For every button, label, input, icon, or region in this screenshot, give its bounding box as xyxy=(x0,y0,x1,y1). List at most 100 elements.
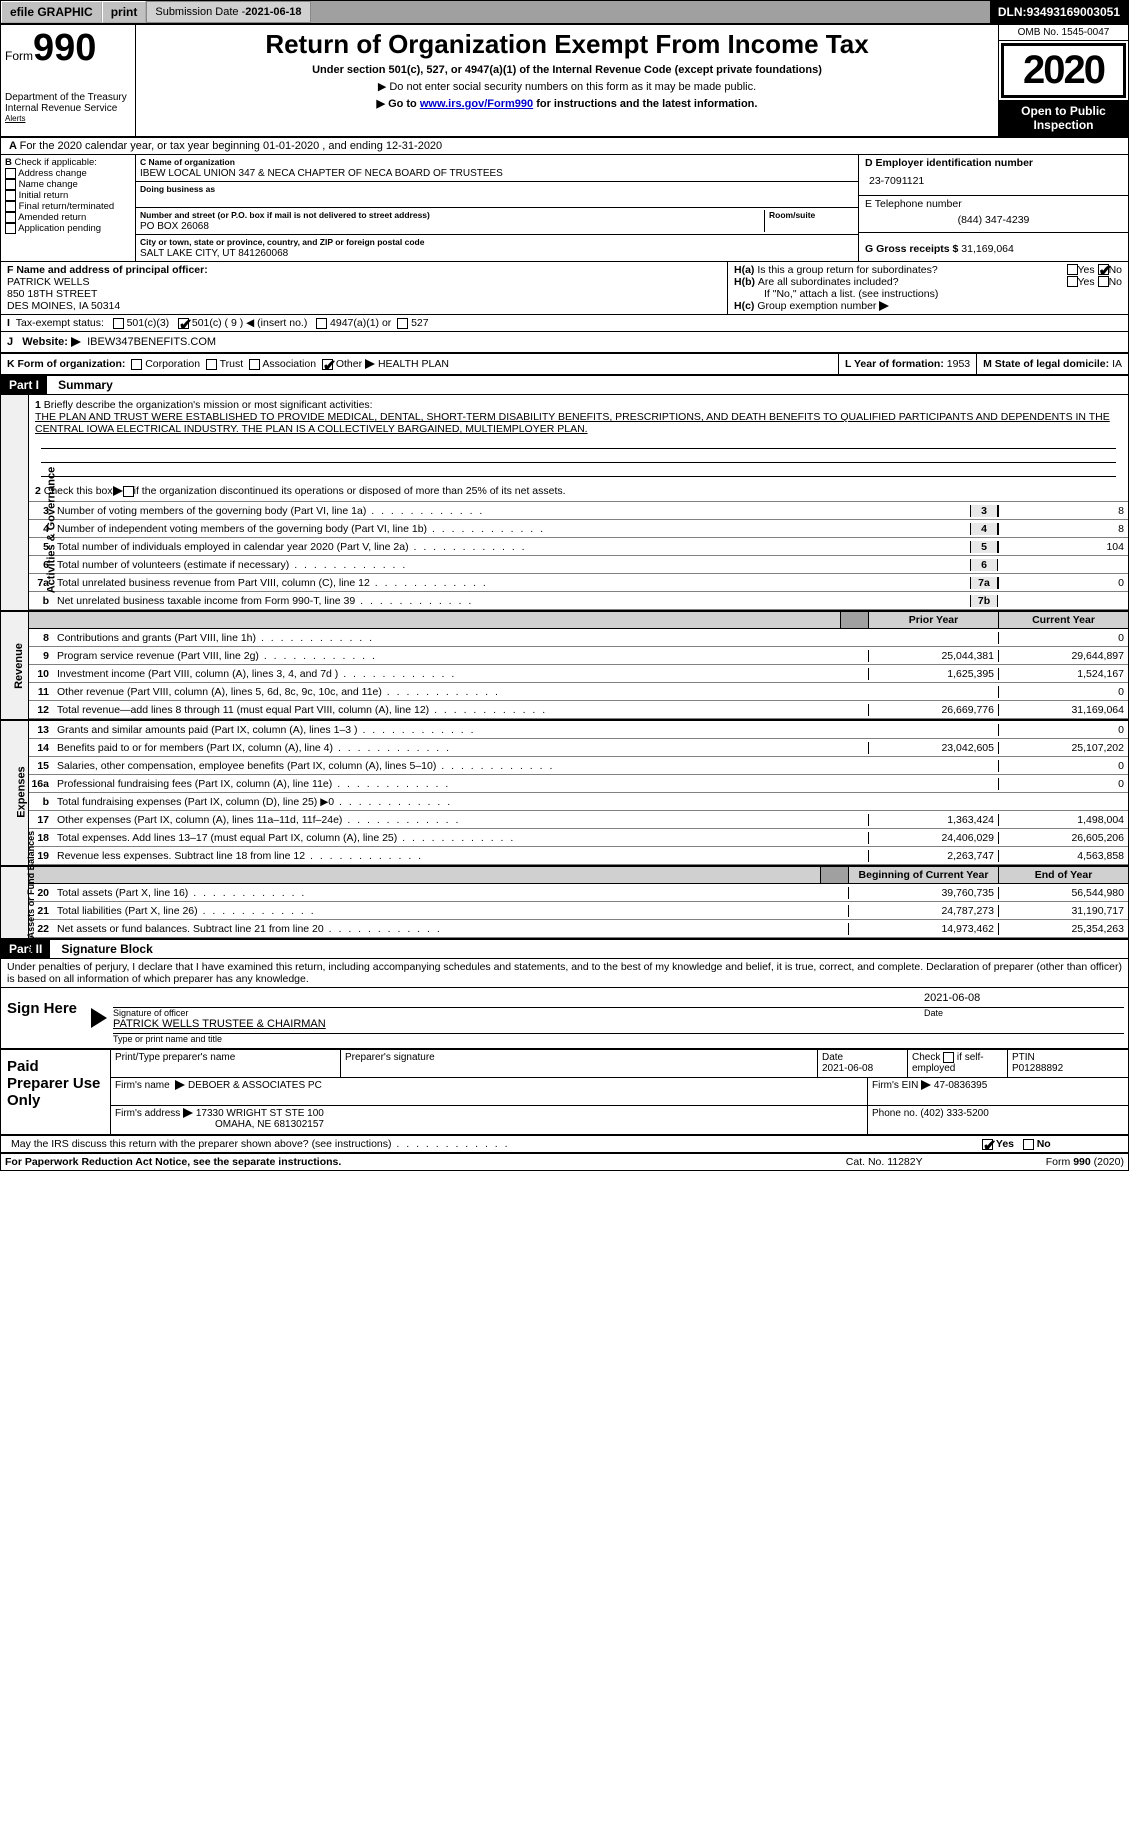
discuss-label: May the IRS discuss this return with the… xyxy=(7,1138,982,1150)
hc-label: Group exemption number xyxy=(757,300,876,312)
box-c: C Name of organizationIBEW LOCAL UNION 3… xyxy=(136,155,858,261)
chk-discontinued[interactable] xyxy=(123,486,134,497)
chk-app-pending[interactable]: Application pending xyxy=(5,223,131,234)
header-right: OMB No. 1545-0047 2020 Open to Public In… xyxy=(998,25,1128,136)
chk-amended[interactable]: Amended return xyxy=(5,212,131,223)
sig-line-1[interactable]: 2021-06-08 xyxy=(113,992,1124,1008)
paid-date-label: Date xyxy=(822,1052,843,1063)
chk-address-change[interactable]: Address change xyxy=(5,168,131,179)
side-governance: Activities & Governance xyxy=(1,395,29,610)
officer-name: PATRICK WELLS xyxy=(7,276,89,288)
chk-initial-return[interactable]: Initial return xyxy=(5,190,131,201)
alerts-link[interactable]: Alerts xyxy=(5,114,131,123)
box-b: B Check if applicable: Address change Na… xyxy=(1,155,136,261)
hb-no[interactable] xyxy=(1098,276,1109,287)
chk-corp[interactable] xyxy=(131,359,142,370)
sign-date: 2021-06-08 xyxy=(924,992,1124,1007)
irs-link[interactable]: www.irs.gov/Form990 xyxy=(420,98,533,110)
paid-preparer-section: Paid Preparer Use Only Print/Type prepar… xyxy=(1,1050,1128,1136)
dept-treasury: Department of the Treasury xyxy=(5,92,131,103)
table-row: 6Total number of volunteers (estimate if… xyxy=(29,556,1128,574)
table-row: 3Number of voting members of the governi… xyxy=(29,502,1128,520)
goto-suffix: for instructions and the latest informat… xyxy=(533,98,757,110)
line-2: 2 Check this box if the organization dis… xyxy=(29,481,1128,502)
state-domicile-label: M State of legal domicile: xyxy=(983,358,1112,370)
table-row: 5Total number of individuals employed in… xyxy=(29,538,1128,556)
part1-badge: Part I xyxy=(1,376,47,394)
part2-title: Signature Block xyxy=(61,942,152,956)
name-title-label: Type or print name and title xyxy=(113,1034,1124,1044)
table-row: bTotal fundraising expenses (Part IX, co… xyxy=(29,793,1128,811)
ha-no[interactable] xyxy=(1098,264,1109,275)
chk-final-return[interactable]: Final return/terminated xyxy=(5,201,131,212)
chk-other[interactable] xyxy=(322,359,333,370)
arrow-icon xyxy=(365,359,375,369)
revenue-header-row: Prior Year Current Year xyxy=(29,612,1128,629)
print-button[interactable]: print xyxy=(102,1,147,23)
paid-row-2: Firm's name DEBOER & ASSOCIATES PC Firm'… xyxy=(111,1078,1128,1106)
header-mid: Return of Organization Exempt From Incom… xyxy=(136,25,998,136)
form-subtitle: Under section 501(c), 527, or 4947(a)(1)… xyxy=(140,64,994,76)
arrow-icon xyxy=(91,1008,107,1028)
part1-title: Summary xyxy=(58,378,113,392)
current-year-header: Current Year xyxy=(998,612,1128,628)
table-row: 18Total expenses. Add lines 13–17 (must … xyxy=(29,829,1128,847)
chk-501c[interactable] xyxy=(178,318,189,329)
dln: DLN: 93493169003051 xyxy=(990,1,1128,23)
firm-phone-label: Phone no. xyxy=(872,1108,918,1119)
open-inspection: Open to Public Inspection xyxy=(999,100,1128,136)
chk-501c3[interactable] xyxy=(113,318,124,329)
section-bcdefg: B Check if applicable: Address change Na… xyxy=(1,155,1128,262)
preparer-sig-label: Preparer's signature xyxy=(341,1050,818,1077)
phone-value: (844) 347-4239 xyxy=(865,210,1122,230)
box-f: F Name and address of principal officer:… xyxy=(1,262,728,314)
table-row: 13Grants and similar amounts paid (Part … xyxy=(29,721,1128,739)
irs-label: Internal Revenue Service xyxy=(5,103,131,114)
topbar: efile GRAPHIC print Submission Date - 20… xyxy=(0,0,1129,24)
firm-phone: (402) 333-5200 xyxy=(920,1108,988,1119)
addr-label: Number and street (or P.O. box if mail i… xyxy=(140,210,430,220)
hb-yes[interactable] xyxy=(1067,276,1078,287)
side-net-assets: Net Assets or Fund Balances xyxy=(1,867,29,938)
discuss-yes[interactable] xyxy=(982,1139,993,1150)
discuss-no[interactable] xyxy=(1023,1139,1034,1150)
section-fh: F Name and address of principal officer:… xyxy=(1,262,1128,315)
gross-value: 31,169,064 xyxy=(961,243,1014,255)
table-row: 17Other expenses (Part IX, column (A), l… xyxy=(29,811,1128,829)
officer-addr2: DES MOINES, IA 50314 xyxy=(7,300,120,312)
table-row: 9Program service revenue (Part VIII, lin… xyxy=(29,647,1128,665)
table-row: bNet unrelated business taxable income f… xyxy=(29,592,1128,610)
city-label: City or town, state or province, country… xyxy=(140,237,424,247)
footer-row: For Paperwork Reduction Act Notice, see … xyxy=(1,1154,1128,1170)
org-address: PO BOX 26068 xyxy=(140,221,209,232)
goto-label: Go to xyxy=(388,98,420,110)
chk-assoc[interactable] xyxy=(249,359,260,370)
submission-date: Submission Date - 2021-06-18 xyxy=(146,1,310,23)
dln-label: DLN: xyxy=(998,5,1027,19)
chk-name-change[interactable]: Name change xyxy=(5,179,131,190)
table-row: 12Total revenue—add lines 8 through 11 (… xyxy=(29,701,1128,719)
chk-527[interactable] xyxy=(397,318,408,329)
dba-label: Doing business as xyxy=(140,184,215,194)
chk-trust[interactable] xyxy=(206,359,217,370)
submission-label: Submission Date - xyxy=(155,6,245,18)
sign-here-section: Sign Here 2021-06-08 Signature of office… xyxy=(1,988,1128,1050)
website-label: Website: xyxy=(22,336,68,348)
org-city: SALT LAKE CITY, UT 841260068 xyxy=(140,248,288,259)
perjury-declaration: Under penalties of perjury, I declare th… xyxy=(1,959,1128,988)
arrow-icon xyxy=(71,337,81,347)
ha-yes[interactable] xyxy=(1067,264,1078,275)
chk-self-employed[interactable] xyxy=(943,1052,954,1063)
website-row: J Website: IBEW347BENEFITS.COM xyxy=(1,332,1128,354)
net-assets-section: Net Assets or Fund Balances Beginning of… xyxy=(1,867,1128,940)
prior-year-header: Prior Year xyxy=(868,612,998,628)
arrow-icon xyxy=(175,1080,185,1090)
efile-button[interactable]: efile GRAPHIC xyxy=(1,1,102,23)
room-label: Room/suite xyxy=(769,210,815,220)
table-row: 22Net assets or fund balances. Subtract … xyxy=(29,920,1128,938)
sig-line-2[interactable]: PATRICK WELLS TRUSTEE & CHAIRMAN xyxy=(113,1018,1124,1034)
table-row: 4Number of independent voting members of… xyxy=(29,520,1128,538)
tax-status-label: Tax-exempt status: xyxy=(16,317,104,329)
firm-ein-label: Firm's EIN xyxy=(872,1080,918,1091)
chk-4947[interactable] xyxy=(316,318,327,329)
